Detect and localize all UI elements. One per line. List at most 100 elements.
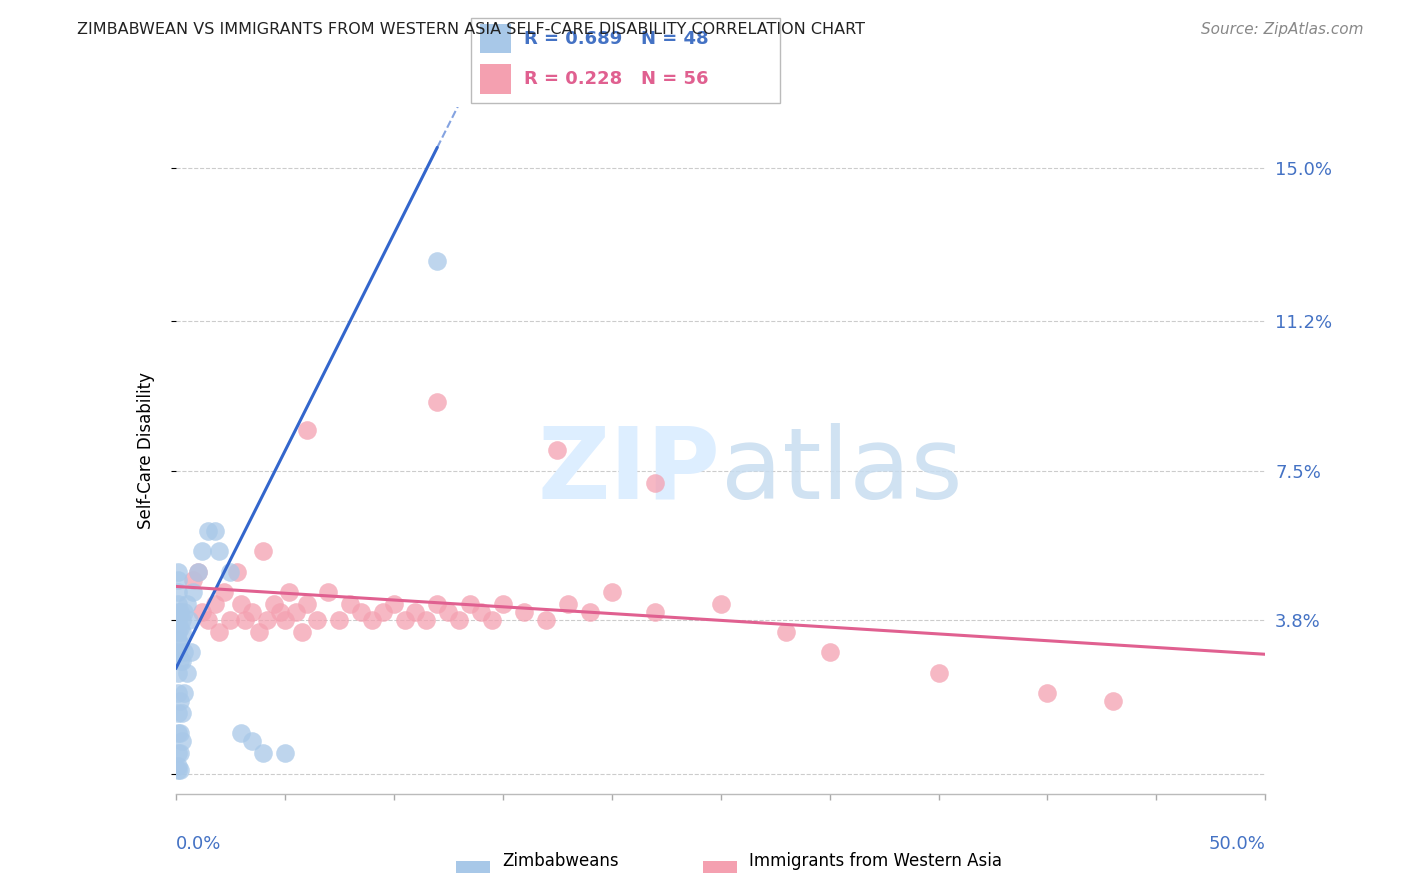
Text: Immigrants from Western Asia: Immigrants from Western Asia <box>749 852 1002 870</box>
Point <box>208 625 231 640</box>
Point <box>231 597 253 611</box>
Point <box>426 597 449 611</box>
Point <box>167 565 190 579</box>
Point <box>167 613 190 627</box>
Point <box>818 645 841 659</box>
Bar <box>481 24 512 54</box>
Point <box>426 253 449 268</box>
Bar <box>481 64 512 95</box>
Point <box>295 423 318 437</box>
Point <box>167 706 190 720</box>
Point <box>172 625 194 640</box>
Point <box>186 565 209 579</box>
Point <box>579 605 602 619</box>
Point <box>176 597 198 611</box>
Point <box>186 565 209 579</box>
Point <box>181 573 204 587</box>
Point <box>212 585 235 599</box>
Point <box>513 605 536 619</box>
Point <box>235 613 257 627</box>
Point <box>204 597 226 611</box>
Point <box>274 747 297 761</box>
Point <box>775 625 797 640</box>
Point <box>240 605 263 619</box>
Bar <box>456 862 489 873</box>
Point <box>382 597 405 611</box>
Point <box>167 625 190 640</box>
Point <box>208 544 231 558</box>
Point <box>219 613 242 627</box>
Point <box>458 597 481 611</box>
Point <box>167 747 190 761</box>
Point <box>928 665 950 680</box>
Text: Source: ZipAtlas.com: Source: ZipAtlas.com <box>1201 22 1364 37</box>
Point <box>173 605 195 619</box>
Text: atlas: atlas <box>721 423 962 519</box>
Point <box>360 613 382 627</box>
Point <box>167 726 190 740</box>
Point <box>291 625 314 640</box>
Point <box>252 747 274 761</box>
Point <box>256 613 278 627</box>
Point <box>328 613 350 627</box>
Text: ZIMBABWEAN VS IMMIGRANTS FROM WESTERN ASIA SELF-CARE DISABILITY CORRELATION CHAR: ZIMBABWEAN VS IMMIGRANTS FROM WESTERN AS… <box>77 22 865 37</box>
Point <box>447 613 470 627</box>
Point <box>172 613 194 627</box>
Point <box>405 605 427 619</box>
Point <box>180 645 202 659</box>
Point <box>167 763 190 777</box>
Point <box>173 686 195 700</box>
Point <box>710 597 733 611</box>
Point <box>172 706 194 720</box>
Point <box>350 605 373 619</box>
Point <box>557 597 579 611</box>
Point <box>191 605 214 619</box>
Point <box>172 654 194 668</box>
Text: Zimbabweans: Zimbabweans <box>502 852 619 870</box>
Point <box>181 585 204 599</box>
Point <box>167 573 190 587</box>
Point <box>394 613 416 627</box>
Point <box>219 565 242 579</box>
Point <box>169 637 191 651</box>
Text: 0.0%: 0.0% <box>176 835 221 853</box>
Point <box>278 585 301 599</box>
Point <box>177 613 200 627</box>
Point <box>492 597 515 611</box>
Point <box>167 645 190 659</box>
Point <box>197 524 219 539</box>
Point <box>172 734 194 748</box>
Point <box>269 605 291 619</box>
Point <box>167 597 190 611</box>
Point <box>295 597 318 611</box>
Point <box>176 665 198 680</box>
Point <box>225 565 247 579</box>
Point <box>371 605 394 619</box>
Text: 50.0%: 50.0% <box>1209 835 1265 853</box>
Point <box>307 613 329 627</box>
Point <box>252 544 274 558</box>
Point <box>546 443 568 458</box>
Point <box>274 613 297 627</box>
Point <box>426 395 449 409</box>
Point <box>437 605 460 619</box>
Text: ZIP: ZIP <box>537 423 721 519</box>
Point <box>1036 686 1059 700</box>
Point <box>263 597 285 611</box>
Point <box>284 605 307 619</box>
Point <box>415 613 437 627</box>
Point <box>644 605 666 619</box>
Point <box>191 544 214 558</box>
Point <box>169 726 191 740</box>
Y-axis label: Self-Care Disability: Self-Care Disability <box>136 372 155 529</box>
FancyBboxPatch shape <box>471 18 780 103</box>
Point <box>204 524 226 539</box>
Point <box>318 585 340 599</box>
Point <box>167 758 190 772</box>
Point <box>534 613 557 627</box>
Text: R = 0.228   N = 56: R = 0.228 N = 56 <box>523 70 709 88</box>
Point <box>644 475 666 490</box>
Point <box>240 734 263 748</box>
Point <box>169 605 191 619</box>
Point <box>247 625 270 640</box>
